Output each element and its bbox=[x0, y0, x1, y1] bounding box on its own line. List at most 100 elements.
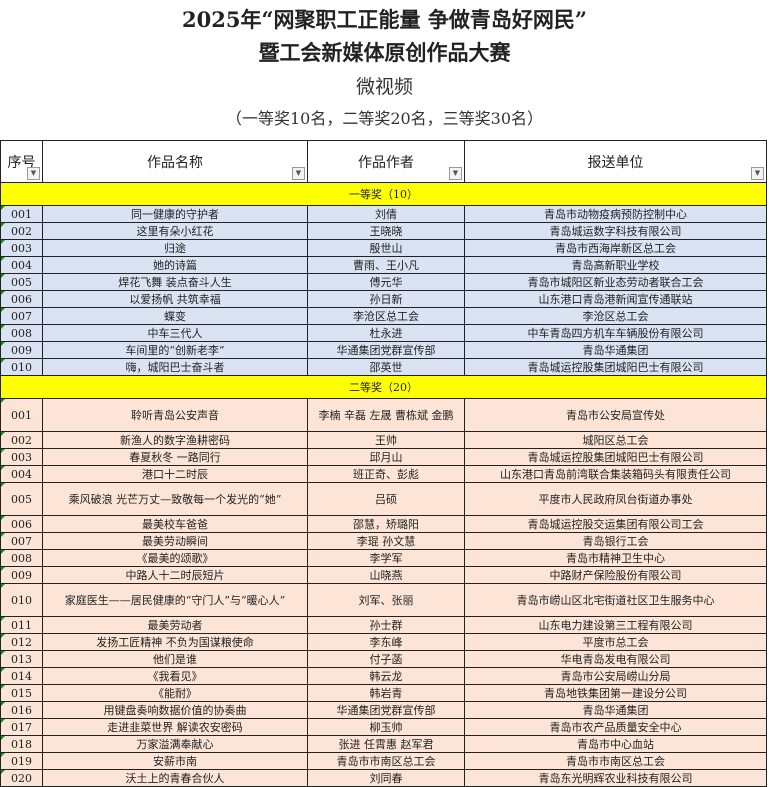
cell-title[interactable]: 她的诗篇 bbox=[42, 256, 308, 274]
cell-author[interactable]: 王晓晓 bbox=[307, 222, 465, 240]
cell-unit[interactable]: 中路财产保险股份有限公司 bbox=[464, 566, 767, 584]
cell-author[interactable]: 杜永进 bbox=[307, 324, 465, 342]
cell-number[interactable]: 017 bbox=[0, 718, 43, 736]
cell-author[interactable]: 曹雨、王小凡 bbox=[307, 256, 465, 274]
cell-number[interactable]: 007 bbox=[0, 532, 43, 550]
cell-title[interactable]: 最美劳动瞬间 bbox=[42, 532, 308, 550]
cell-number[interactable]: 006 bbox=[0, 515, 43, 533]
cell-title[interactable]: 沃土上的青春合伙人 bbox=[42, 769, 308, 787]
cell-number[interactable]: 005 bbox=[0, 273, 43, 291]
cell-number[interactable]: 014 bbox=[0, 667, 43, 685]
cell-author[interactable]: 李楠 辛磊 左晟 曹栋斌 金鹏 bbox=[307, 398, 465, 432]
dropdown-filter-icon[interactable]: ▼ bbox=[27, 167, 40, 180]
cell-author[interactable]: 傅元华 bbox=[307, 273, 465, 291]
cell-number[interactable]: 009 bbox=[0, 566, 43, 584]
cell-number[interactable]: 008 bbox=[0, 324, 43, 342]
cell-title[interactable]: 安薪市南 bbox=[42, 752, 308, 770]
cell-unit[interactable]: 中车青岛四方机车车辆股份有限公司 bbox=[464, 324, 767, 342]
cell-unit[interactable]: 青岛市中心血站 bbox=[464, 735, 767, 753]
cell-author[interactable]: 李沧区总工会 bbox=[307, 307, 465, 325]
cell-number[interactable]: 015 bbox=[0, 684, 43, 702]
cell-number[interactable]: 019 bbox=[0, 752, 43, 770]
cell-unit[interactable]: 青岛市农产品质量安全中心 bbox=[464, 718, 767, 736]
cell-title[interactable]: 发扬工匠精神 不负为国谋粮使命 bbox=[42, 633, 308, 651]
cell-title[interactable]: 蝶变 bbox=[42, 307, 308, 325]
cell-author[interactable]: 孙士群 bbox=[307, 616, 465, 634]
dropdown-filter-icon[interactable]: ▼ bbox=[449, 167, 462, 180]
cell-unit[interactable]: 青岛城运控股交运集团有限公司工会 bbox=[464, 515, 767, 533]
cell-title[interactable]: 走进韭菜世界 解读农安密码 bbox=[42, 718, 308, 736]
cell-title[interactable]: 最美劳动者 bbox=[42, 616, 308, 634]
cell-number[interactable]: 020 bbox=[0, 769, 43, 787]
column-header-author[interactable]: 作品作者 ▼ bbox=[307, 140, 465, 183]
cell-unit[interactable]: 青岛地铁集团第一建设分公司 bbox=[464, 684, 767, 702]
cell-unit[interactable]: 青岛银行工会 bbox=[464, 532, 767, 550]
cell-number[interactable]: 010 bbox=[0, 358, 43, 376]
cell-author[interactable]: 邵英世 bbox=[307, 358, 465, 376]
cell-title[interactable]: 以爱扬帆 共筑幸福 bbox=[42, 290, 308, 308]
cell-number[interactable]: 004 bbox=[0, 465, 43, 483]
cell-author[interactable]: 刘倩 bbox=[307, 205, 465, 223]
cell-title[interactable]: 嗨，城阳巴士奋斗者 bbox=[42, 358, 308, 376]
cell-number[interactable]: 005 bbox=[0, 482, 43, 516]
cell-title[interactable]: 最美校车爸爸 bbox=[42, 515, 308, 533]
cell-author[interactable]: 青岛市市南区总工会 bbox=[307, 752, 465, 770]
column-header-unit[interactable]: 报送单位 ▼ bbox=[464, 140, 767, 183]
cell-title[interactable]: 春夏秋冬 一路同行 bbox=[42, 448, 308, 466]
cell-number[interactable]: 001 bbox=[0, 398, 43, 432]
cell-title[interactable]: 乘风破浪 光芒万丈—致敬每一个发光的“她” bbox=[42, 482, 308, 516]
cell-unit[interactable]: 青岛市动物疫病预防控制中心 bbox=[464, 205, 767, 223]
cell-number[interactable]: 010 bbox=[0, 583, 43, 617]
cell-title[interactable]: 万家溢满奉献心 bbox=[42, 735, 308, 753]
cell-author[interactable]: 山晓燕 bbox=[307, 566, 465, 584]
cell-author[interactable]: 王帅 bbox=[307, 431, 465, 449]
cell-number[interactable]: 003 bbox=[0, 239, 43, 257]
cell-author[interactable]: 李东峰 bbox=[307, 633, 465, 651]
cell-author[interactable]: 张进 任霄惠 赵军君 bbox=[307, 735, 465, 753]
column-header-title[interactable]: 作品名称 ▼ bbox=[42, 140, 308, 183]
dropdown-filter-icon[interactable]: ▼ bbox=[292, 167, 305, 180]
cell-unit[interactable]: 山东港口青岛港新闻宣传通联站 bbox=[464, 290, 767, 308]
cell-unit[interactable]: 青岛城运控股集团城阳巴士有限公司 bbox=[464, 448, 767, 466]
cell-number[interactable]: 004 bbox=[0, 256, 43, 274]
cell-author[interactable]: 李学军 bbox=[307, 549, 465, 567]
cell-author[interactable]: 刘同春 bbox=[307, 769, 465, 787]
cell-number[interactable]: 012 bbox=[0, 633, 43, 651]
cell-number[interactable]: 006 bbox=[0, 290, 43, 308]
cell-title[interactable]: 中路人十二时辰短片 bbox=[42, 566, 308, 584]
cell-number[interactable]: 011 bbox=[0, 616, 43, 634]
cell-author[interactable]: 殷世山 bbox=[307, 239, 465, 257]
cell-unit[interactable]: 山东港口青岛前湾联合集装箱码头有限责任公司 bbox=[464, 465, 767, 483]
cell-title[interactable]: 车间里的“创新老李” bbox=[42, 341, 308, 359]
cell-unit[interactable]: 青岛市西海岸新区总工会 bbox=[464, 239, 767, 257]
cell-unit[interactable]: 山东电力建设第三工程有限公司 bbox=[464, 616, 767, 634]
cell-unit[interactable]: 青岛市崂山区北宅街道社区卫生服务中心 bbox=[464, 583, 767, 617]
cell-author[interactable]: 华通集团党群宣传部 bbox=[307, 701, 465, 719]
cell-title[interactable]: 港口十二时辰 bbox=[42, 465, 308, 483]
cell-unit[interactable]: 青岛市市南区总工会 bbox=[464, 752, 767, 770]
cell-author[interactable]: 付子菡 bbox=[307, 650, 465, 668]
cell-unit[interactable]: 青岛城运数字科技有限公司 bbox=[464, 222, 767, 240]
cell-title[interactable]: 《我看见》 bbox=[42, 667, 308, 685]
cell-number[interactable]: 008 bbox=[0, 549, 43, 567]
cell-number[interactable]: 018 bbox=[0, 735, 43, 753]
cell-author[interactable]: 邵慧，矫璐阳 bbox=[307, 515, 465, 533]
cell-unit[interactable]: 青岛市城阳区新业态劳动者联合工会 bbox=[464, 273, 767, 291]
cell-unit[interactable]: 青岛市公安局宣传处 bbox=[464, 398, 767, 432]
cell-title[interactable]: 他们是谁 bbox=[42, 650, 308, 668]
dropdown-filter-icon[interactable]: ▼ bbox=[751, 167, 764, 180]
cell-title[interactable]: 《能耐》 bbox=[42, 684, 308, 702]
cell-number[interactable]: 013 bbox=[0, 650, 43, 668]
cell-author[interactable]: 华通集团党群宣传部 bbox=[307, 341, 465, 359]
cell-author[interactable]: 刘军、张丽 bbox=[307, 583, 465, 617]
cell-number[interactable]: 016 bbox=[0, 701, 43, 719]
cell-title[interactable]: 聆听青岛公安声音 bbox=[42, 398, 308, 432]
cell-unit[interactable]: 青岛市精神卫生中心 bbox=[464, 549, 767, 567]
cell-title[interactable]: 这里有朵小红花 bbox=[42, 222, 308, 240]
cell-author[interactable]: 孙日新 bbox=[307, 290, 465, 308]
cell-unit[interactable]: 华电青岛发电有限公司 bbox=[464, 650, 767, 668]
cell-number[interactable]: 002 bbox=[0, 431, 43, 449]
column-header-number[interactable]: 序号 ▼ bbox=[0, 140, 43, 183]
cell-title[interactable]: 《最美的颂歌》 bbox=[42, 549, 308, 567]
cell-author[interactable]: 班正奇、彭彪 bbox=[307, 465, 465, 483]
